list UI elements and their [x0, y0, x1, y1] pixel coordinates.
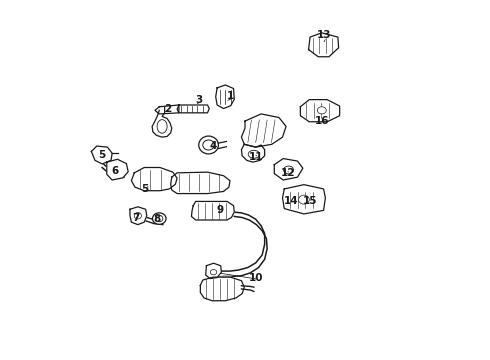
Ellipse shape: [157, 120, 167, 133]
Text: 10: 10: [248, 273, 263, 283]
Polygon shape: [155, 105, 179, 114]
Polygon shape: [192, 202, 234, 220]
Text: 4: 4: [209, 141, 217, 151]
Ellipse shape: [199, 136, 219, 154]
Text: 3: 3: [195, 95, 202, 105]
Polygon shape: [216, 85, 234, 109]
Text: 7: 7: [132, 212, 140, 222]
Text: 5: 5: [141, 184, 148, 194]
Ellipse shape: [318, 107, 326, 114]
Polygon shape: [283, 185, 325, 214]
Polygon shape: [300, 100, 340, 122]
Text: 13: 13: [317, 30, 331, 40]
Text: 16: 16: [315, 116, 329, 126]
Text: 5: 5: [98, 150, 105, 160]
Polygon shape: [177, 105, 209, 113]
Ellipse shape: [134, 212, 142, 219]
Text: 6: 6: [111, 166, 118, 176]
Polygon shape: [171, 172, 230, 194]
Text: 8: 8: [154, 214, 161, 224]
Text: 12: 12: [281, 168, 295, 178]
Polygon shape: [242, 144, 265, 162]
Ellipse shape: [248, 150, 260, 158]
Text: 14: 14: [283, 197, 298, 206]
Text: 2: 2: [165, 104, 172, 113]
Ellipse shape: [284, 166, 294, 174]
Ellipse shape: [210, 270, 217, 275]
Ellipse shape: [203, 140, 214, 150]
Ellipse shape: [156, 215, 163, 222]
Text: 9: 9: [217, 205, 223, 215]
Text: 1: 1: [227, 91, 234, 101]
Polygon shape: [107, 159, 128, 180]
Polygon shape: [309, 33, 339, 57]
Polygon shape: [131, 167, 177, 191]
Ellipse shape: [152, 213, 166, 224]
Text: 11: 11: [248, 152, 263, 162]
Ellipse shape: [298, 195, 309, 204]
Polygon shape: [206, 263, 221, 279]
Polygon shape: [200, 277, 245, 301]
Polygon shape: [274, 158, 303, 180]
Polygon shape: [242, 114, 286, 147]
Text: 15: 15: [303, 197, 317, 206]
Polygon shape: [130, 207, 147, 225]
Polygon shape: [92, 146, 112, 164]
